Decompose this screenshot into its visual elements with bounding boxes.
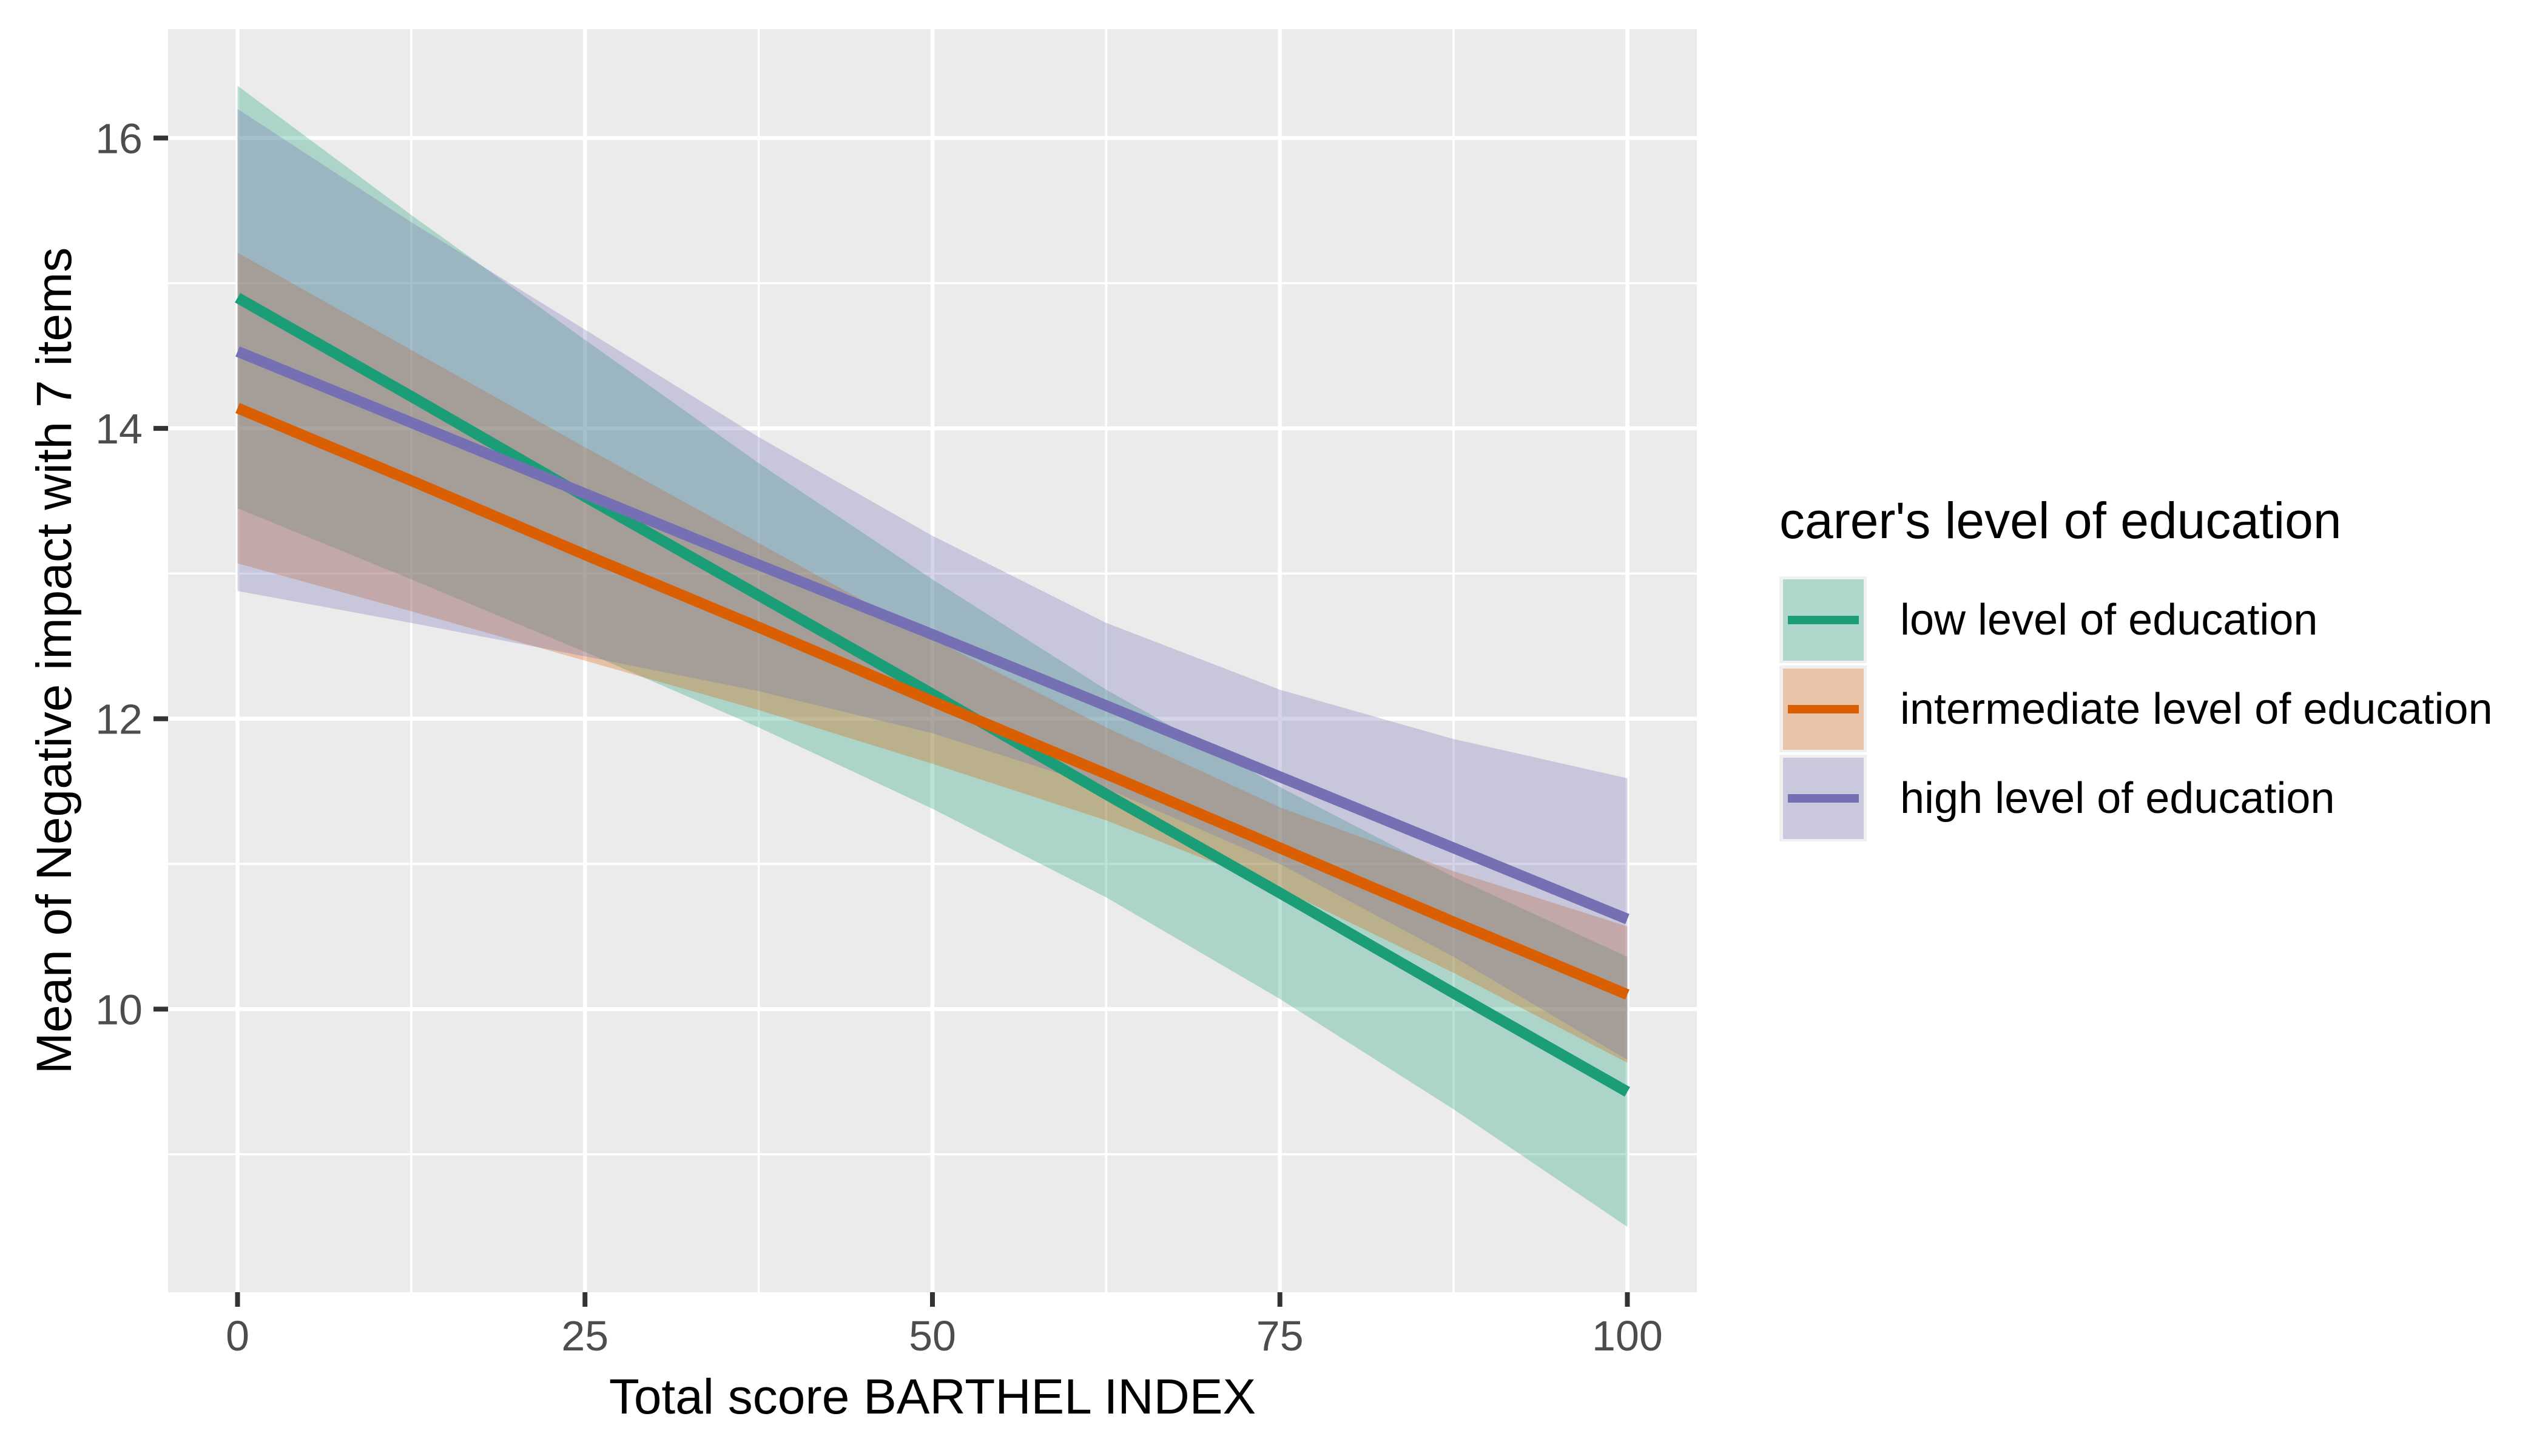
legend-items: low level of education intermediate leve… [1779, 576, 2493, 842]
x-tick-label: 75 [1256, 1312, 1304, 1360]
legend-item-intermediate: intermediate level of education [1779, 666, 2493, 753]
ribbon-swatch [1782, 757, 1864, 839]
y-axis-title: Mean of Negative impact with 7 items [27, 247, 82, 1074]
ribbon-swatch [1782, 668, 1864, 750]
legend: carer's level of education low level of … [1779, 493, 2493, 844]
legend-key-swatch [1779, 576, 1867, 664]
y-tick-label: 16 [95, 115, 143, 162]
legend-label: intermediate level of education [1900, 684, 2493, 733]
regression-line [235, 292, 1630, 1097]
legend-item-high: high level of education [1779, 755, 2493, 842]
regression-line [235, 403, 1630, 1000]
y-tick-label: 10 [95, 986, 143, 1033]
legend-item-low: low level of education [1779, 576, 2493, 664]
x-tick-label: 0 [226, 1312, 249, 1360]
legend-label: low level of education [1900, 595, 2318, 644]
line-swatch [1787, 794, 1859, 803]
regression-line [235, 346, 1630, 925]
x-tick-label: 100 [1592, 1312, 1663, 1360]
legend-title: carer's level of education [1779, 492, 2342, 549]
y-tick-label: 12 [95, 696, 143, 743]
ci-ribbon [237, 86, 1628, 1227]
legend-key-swatch [1779, 666, 1867, 753]
x-tick-label: 25 [561, 1312, 608, 1360]
ci-ribbon [237, 252, 1628, 1063]
x-axis-title: Total score BARTHEL INDEX [608, 1369, 1256, 1424]
line-swatch [1787, 615, 1859, 624]
y-tick-label: 14 [95, 405, 143, 453]
legend-key-swatch [1779, 755, 1867, 842]
ribbon-swatch [1782, 579, 1864, 661]
ci-ribbon [237, 109, 1628, 1060]
line-swatch [1787, 704, 1859, 713]
x-tick-label: 50 [909, 1312, 956, 1360]
legend-label: high level of education [1900, 774, 2335, 823]
